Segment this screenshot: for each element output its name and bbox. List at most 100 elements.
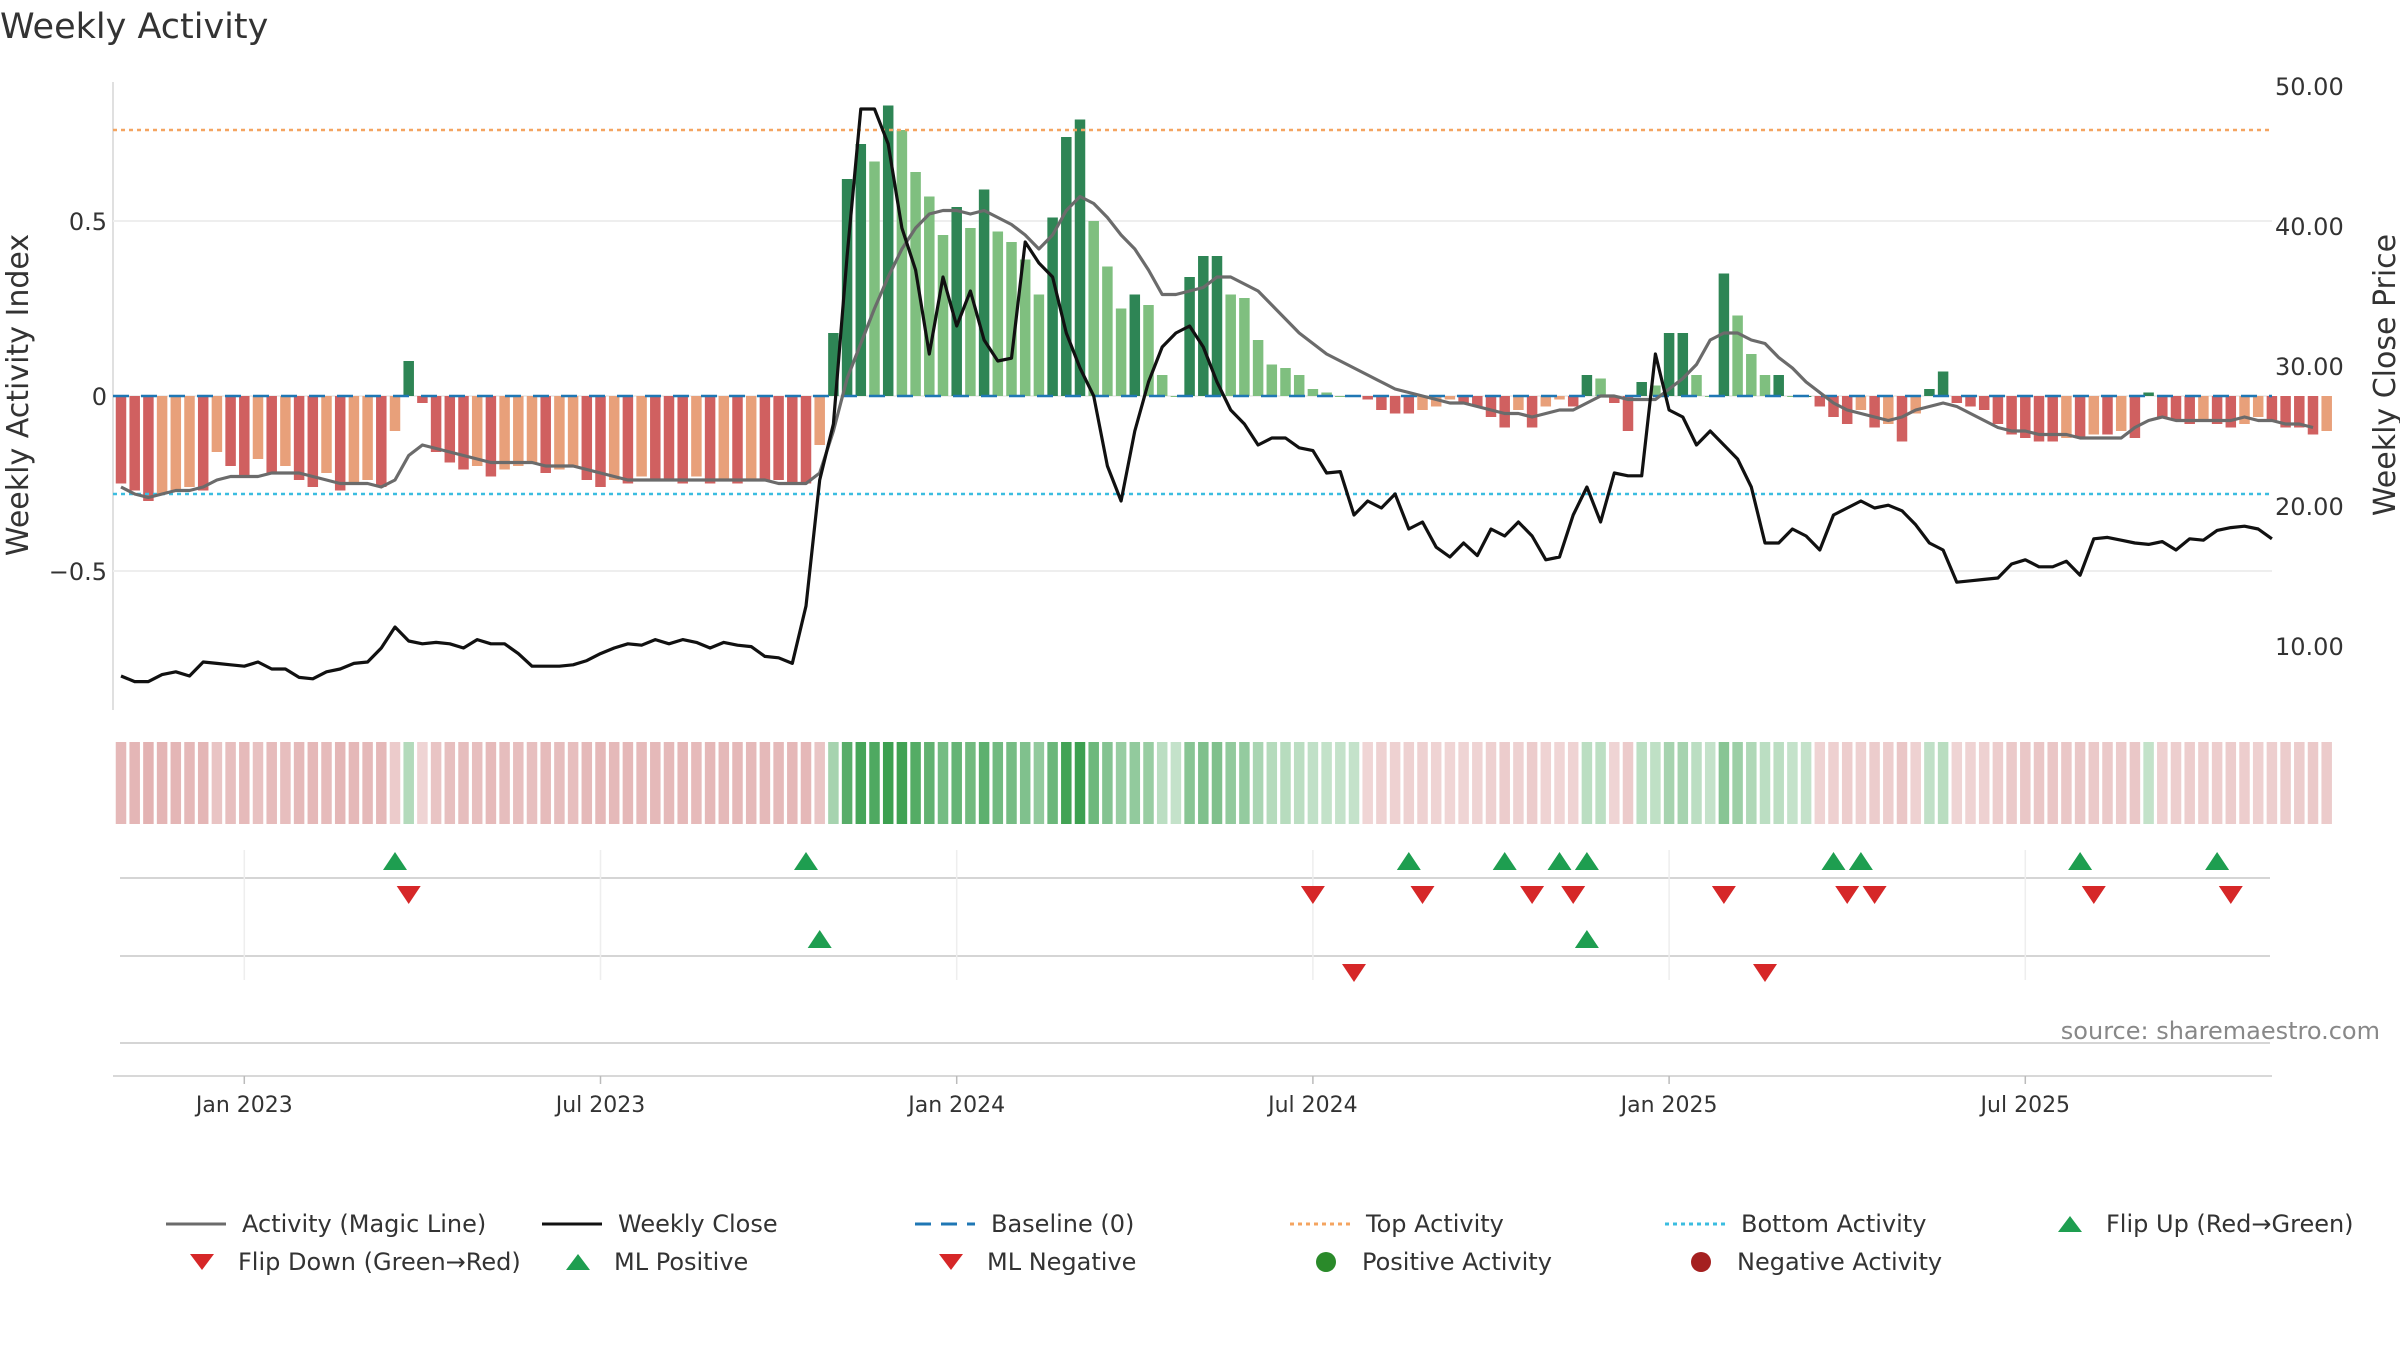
activity-bar [787, 396, 798, 484]
activity-bar [321, 396, 332, 473]
flip-down-marker [1300, 886, 1325, 904]
flip-down-marker [396, 886, 421, 904]
heat-cell [1965, 742, 1976, 824]
heat-cell [197, 742, 209, 824]
heat-cell [1924, 742, 1935, 824]
heat-cell [1896, 742, 1908, 824]
activity-bar [2020, 396, 2031, 438]
legend-label: Negative Activity [1737, 1248, 1943, 1276]
activity-bar [1691, 375, 1702, 396]
activity-bar [2198, 396, 2209, 421]
legend-label: Weekly Close [618, 1210, 778, 1238]
x-tick-label: Jul 2023 [554, 1093, 646, 1118]
activity-bar [1677, 333, 1689, 396]
heat-cell [1910, 742, 1921, 824]
activity-bar [1485, 396, 1497, 417]
activity-bar [608, 396, 620, 480]
heat-cell [704, 742, 716, 824]
activity-bar [1622, 396, 1634, 431]
heat-cell [2280, 742, 2291, 824]
activity-bar [458, 396, 469, 470]
legend-negative-activity: Negative Activity [1681, 1248, 1942, 1276]
heat-cell [1293, 742, 1305, 824]
heat-cell [129, 742, 140, 824]
heat-cell [143, 742, 154, 824]
heat-cell [1047, 742, 1058, 824]
heat-cell [1554, 742, 1565, 824]
heat-cell [1883, 742, 1894, 824]
heat-cell [2157, 742, 2168, 824]
heat-cell [1595, 742, 1606, 824]
activity-bar [1006, 242, 1017, 396]
heat-cell [307, 742, 319, 824]
heat-cell [2225, 742, 2237, 824]
activity-bar [2294, 396, 2305, 428]
flip-down-marker [1561, 886, 1586, 904]
flip-down-marker [1862, 886, 1887, 904]
activity-bar [759, 396, 771, 480]
heat-cell [1403, 742, 1415, 824]
left-tick-label: 0 [92, 383, 107, 411]
heat-cell [485, 742, 497, 824]
heat-cell [978, 742, 990, 824]
flip-up-marker [383, 852, 407, 870]
activity-bar [622, 396, 634, 484]
heat-cell [444, 742, 456, 824]
activity-bar [211, 396, 223, 452]
activity-bar [239, 396, 250, 477]
legend-label: ML Positive [614, 1248, 749, 1276]
activity-bar [1951, 396, 1963, 403]
heat-cell [1061, 742, 1072, 824]
heat-cell [513, 742, 524, 824]
activity-bar [1293, 375, 1305, 396]
flip-up-marker [1547, 852, 1572, 870]
legend-ml-positive: ML Positive [558, 1248, 748, 1276]
heat-cell [2088, 742, 2100, 824]
heat-cell [554, 742, 565, 824]
heat-cell [1663, 742, 1675, 824]
right-axis-ticks: 50.00 40.00 30.00 20.00 10.00 [2275, 73, 2344, 661]
activity-bar [910, 172, 921, 396]
heat-cell [1732, 742, 1743, 824]
heat-cell [882, 742, 894, 824]
activity-bar [444, 396, 456, 463]
heat-cell [2170, 742, 2182, 824]
legend-flip-up: Flip Up (Red→Green) [2050, 1210, 2354, 1238]
flip-up-marker [1821, 852, 1846, 870]
x-tick-label: Jul 2024 [1266, 1093, 1358, 1118]
legend-ml-negative: ML Negative [931, 1248, 1136, 1276]
activity-bar [1129, 294, 1141, 396]
heat-cell [1129, 742, 1141, 824]
heat-cell [1211, 742, 1223, 824]
heat-cell [321, 742, 332, 824]
activity-bar [1650, 385, 1661, 396]
flip-up-marker [794, 852, 818, 870]
activity-bar [1239, 298, 1250, 396]
heat-cell [1184, 742, 1195, 824]
activity-bar [1403, 396, 1415, 414]
heat-cell [362, 742, 373, 824]
activity-bar [882, 105, 894, 396]
activity-bar [225, 396, 236, 466]
activity-bar [1978, 396, 1990, 410]
activity-bar [1280, 368, 1291, 396]
heat-cell [2321, 742, 2332, 824]
heat-cell [2184, 742, 2195, 824]
left-tick-label: −0.5 [49, 558, 107, 586]
heat-cell [1526, 742, 1538, 824]
heat-cell [1307, 742, 1319, 824]
heat-cell [2102, 742, 2113, 824]
activity-bar [1883, 396, 1894, 424]
activity-bar [513, 396, 524, 466]
activity-bar [1581, 375, 1593, 396]
activity-bar [1321, 392, 1332, 396]
heat-cell [348, 742, 360, 824]
legend-bottom-activity: Bottom Activity [1665, 1210, 1926, 1238]
activity-bars [115, 105, 2332, 501]
activity-bar [1869, 396, 1880, 428]
heat-cell [1869, 742, 1880, 824]
chart-title: Weekly Activity [0, 7, 268, 47]
heat-cell [1992, 742, 2004, 824]
activity-bar [1759, 375, 1771, 396]
heat-cell [1252, 742, 1264, 824]
